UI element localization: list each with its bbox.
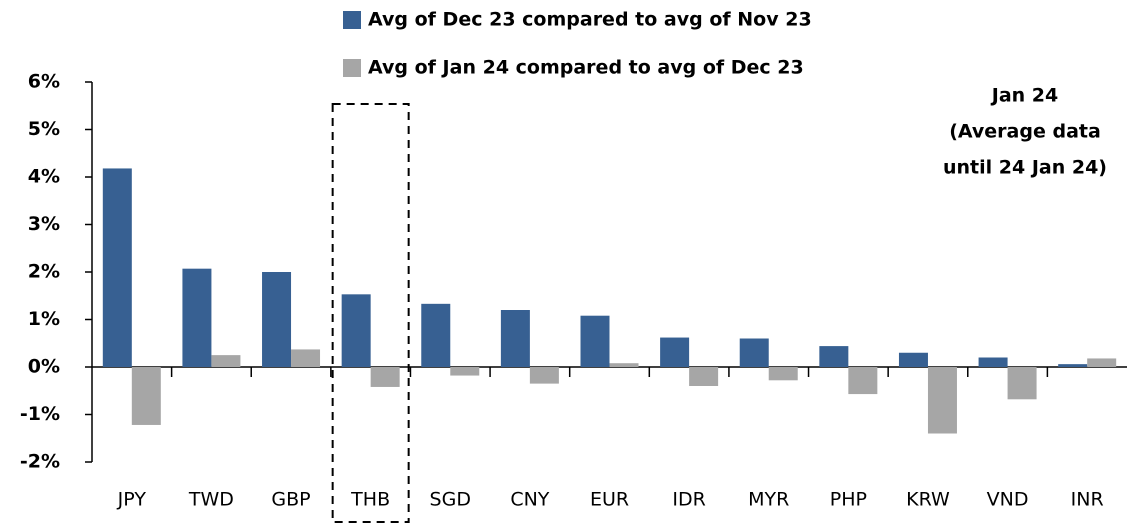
bar	[1058, 364, 1088, 367]
bar	[898, 352, 928, 367]
bar	[341, 294, 371, 367]
bar	[660, 337, 690, 367]
bar	[500, 310, 530, 367]
y-tick-label: -1%	[20, 403, 60, 425]
legend-swatch	[343, 59, 361, 77]
x-tick-label: INR	[1071, 489, 1104, 511]
bar	[421, 303, 451, 367]
x-tick-label: KRW	[906, 489, 950, 511]
x-tick-label: THB	[350, 489, 390, 511]
y-tick-label: 6%	[28, 71, 60, 93]
x-tick-label: VND	[987, 489, 1029, 511]
bar	[370, 367, 400, 387]
legend-label: Avg of Jan 24 compared to avg of Dec 23	[368, 57, 804, 79]
bar	[739, 338, 769, 367]
bar	[131, 367, 161, 425]
y-tick-label: 2%	[28, 261, 60, 283]
bar	[291, 349, 321, 367]
bar	[182, 268, 212, 367]
bar	[768, 367, 798, 381]
bar	[609, 363, 639, 367]
legend-swatch	[343, 11, 361, 29]
bar	[848, 367, 878, 395]
y-tick-label: 0%	[28, 356, 60, 378]
x-tick-label: GBP	[271, 489, 310, 511]
highlight-box	[331, 103, 410, 523]
x-tick-label: JPY	[117, 489, 147, 511]
annotation: until 24 Jan 24)	[943, 157, 1107, 179]
x-tick-label: TWD	[188, 489, 234, 511]
bar	[978, 357, 1008, 367]
bar	[1087, 358, 1117, 367]
x-tick-label: IDR	[672, 489, 705, 511]
bar	[689, 367, 719, 386]
bar	[450, 367, 480, 376]
bar	[927, 367, 957, 434]
x-tick-label: EUR	[590, 489, 629, 511]
y-tick-label: 3%	[28, 213, 60, 235]
y-tick-label: 5%	[28, 118, 60, 140]
annotation: Jan 24	[990, 85, 1058, 107]
bar	[1007, 367, 1037, 400]
bar	[211, 355, 241, 367]
annotation: (Average data	[949, 121, 1101, 143]
bar	[580, 315, 610, 367]
y-tick-label: -2%	[20, 451, 60, 473]
bar	[529, 367, 559, 384]
x-tick-label: CNY	[510, 489, 549, 511]
bar	[262, 272, 292, 367]
y-tick-label: 1%	[28, 308, 60, 330]
bar	[819, 346, 849, 367]
x-tick-label: SGD	[430, 489, 471, 511]
y-tick-label: 4%	[28, 166, 60, 188]
legend-label: Avg of Dec 23 compared to avg of Nov 23	[368, 9, 812, 31]
bar	[102, 168, 132, 367]
x-tick-label: MYR	[748, 489, 789, 511]
x-tick-label: PHP	[830, 489, 867, 511]
